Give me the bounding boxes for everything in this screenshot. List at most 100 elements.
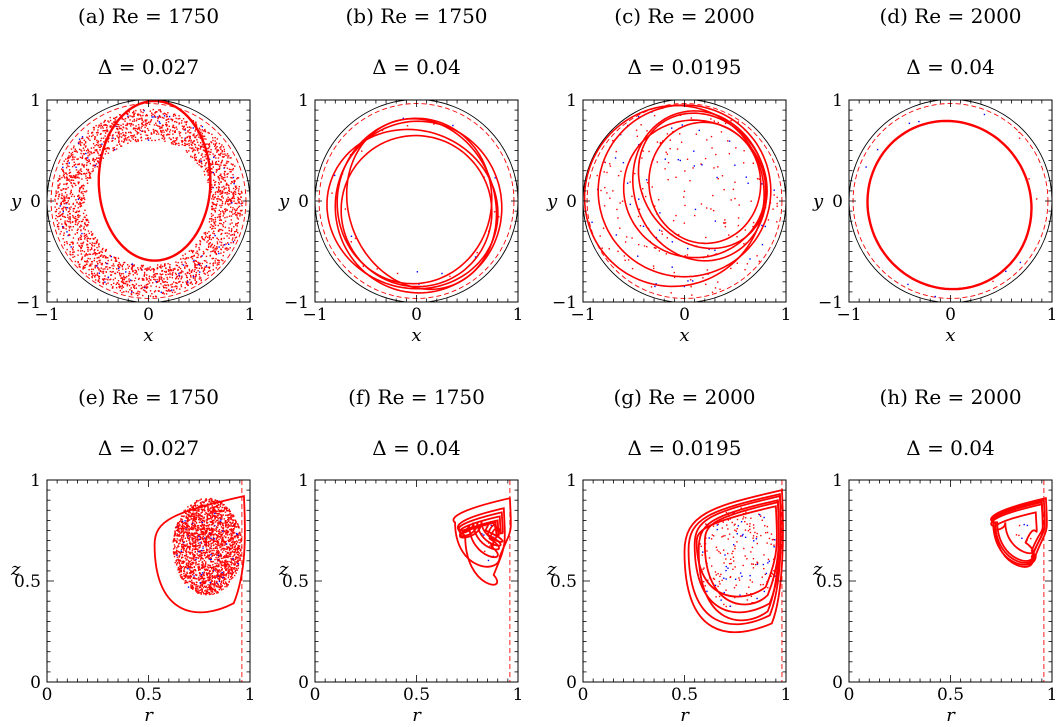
scatter-point — [215, 252, 217, 255]
scatter-point — [60, 214, 63, 216]
scatter-point — [156, 278, 158, 281]
scatter-point — [756, 255, 758, 257]
scatter-point — [193, 583, 196, 586]
scatter-point — [187, 517, 189, 520]
scatter-point — [197, 569, 200, 572]
scatter-point — [163, 138, 165, 141]
scatter-point — [205, 255, 208, 258]
scatter-point — [220, 585, 223, 588]
scatter-point — [66, 178, 69, 180]
scatter-point — [216, 548, 219, 550]
scatter-point — [110, 274, 112, 276]
scatter-point — [88, 232, 90, 235]
scatter-point — [776, 221, 778, 223]
scatter-point — [103, 130, 105, 132]
scatter-point — [232, 522, 234, 524]
scatter-point — [192, 274, 194, 277]
scatter-point — [161, 124, 164, 126]
scatter-point — [57, 184, 59, 186]
scatter-point — [115, 283, 117, 286]
scatter-point — [193, 525, 196, 527]
scatter-point — [218, 214, 220, 216]
scatter-point — [210, 518, 213, 520]
scatter-point — [137, 267, 139, 269]
scatter-point — [190, 270, 193, 272]
scatter-point — [204, 541, 207, 543]
scatter-point — [172, 141, 174, 143]
scatter-point — [184, 267, 186, 269]
scatter-point — [140, 287, 142, 290]
scatter-point — [239, 198, 241, 201]
scatter-point — [177, 118, 179, 120]
scatter-point — [185, 124, 187, 126]
scatter-point — [73, 182, 75, 184]
scatter-point — [145, 138, 147, 140]
scatter-point — [203, 272, 205, 274]
scatter-point — [188, 142, 190, 145]
scatter-point — [876, 148, 879, 151]
scatter-point — [225, 526, 227, 528]
scatter-point — [222, 504, 224, 506]
scatter-point — [199, 589, 202, 591]
scatter-point — [173, 127, 176, 129]
scatter-point — [127, 274, 130, 277]
scatter-point — [200, 142, 202, 144]
scatter-point — [215, 163, 217, 165]
scatter-point — [215, 527, 217, 530]
scatter-point — [91, 170, 93, 173]
scatter-point — [131, 115, 133, 118]
scatter-point — [142, 114, 144, 117]
scatter-point — [131, 265, 134, 268]
scatter-point — [724, 222, 727, 224]
scatter-point — [185, 526, 187, 529]
scatter-point — [200, 531, 203, 533]
scatter-point — [65, 202, 67, 204]
scatter-point — [180, 284, 182, 286]
scatter-point — [87, 237, 90, 240]
scatter-point — [76, 158, 78, 160]
scatter-point — [215, 205, 218, 207]
scatter-point — [132, 110, 135, 113]
scatter-point — [187, 562, 190, 565]
scatter-point — [178, 524, 180, 527]
scatter-point — [219, 204, 221, 207]
scatter-point — [222, 146, 225, 148]
scatter-point — [202, 586, 205, 589]
scatter-point — [210, 552, 213, 555]
scatter-point — [230, 558, 233, 561]
scatter-point — [738, 204, 740, 206]
scatter-point — [184, 509, 186, 511]
scatter-point — [213, 586, 215, 588]
scatter-point — [235, 185, 237, 188]
scatter-point — [653, 267, 655, 270]
scatter-point — [70, 153, 73, 155]
scatter-point — [230, 242, 232, 244]
scatter-point — [212, 166, 215, 168]
scatter-point — [208, 551, 211, 553]
scatter-point — [143, 274, 146, 276]
scatter-point — [179, 267, 182, 270]
scatter-point — [907, 283, 909, 286]
scatter-point — [752, 162, 754, 164]
scatter-point — [200, 564, 203, 566]
scatter-point — [196, 587, 198, 589]
scatter-point — [231, 541, 233, 544]
scatter-point — [186, 529, 188, 531]
scatter-point — [218, 246, 220, 248]
scatter-point — [181, 515, 184, 517]
scatter-point — [207, 167, 209, 169]
scatter-point — [69, 243, 71, 246]
scatter-point — [167, 133, 169, 136]
scatter-point — [93, 245, 96, 247]
scatter-point — [161, 137, 163, 140]
scatter-point — [217, 535, 220, 537]
scatter-point — [89, 139, 91, 142]
scatter-point — [650, 286, 653, 288]
scatter-point — [72, 253, 74, 256]
scatter-point — [123, 138, 125, 140]
scatter-point — [191, 585, 194, 588]
scatter-point — [241, 202, 244, 204]
scatter-point — [95, 159, 97, 161]
scatter-point — [194, 136, 196, 139]
scatter-point — [211, 515, 214, 518]
